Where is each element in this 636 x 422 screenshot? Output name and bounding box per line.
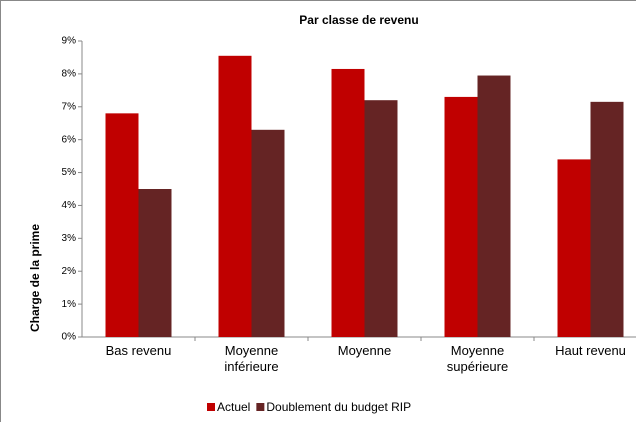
y-tick-label: 7% xyxy=(62,101,77,112)
legend-swatch xyxy=(256,403,265,411)
x-tick-label: Bas revenu xyxy=(105,343,172,358)
y-tick-label: 4% xyxy=(62,200,77,211)
x-tick-label: Moyenne inférieure xyxy=(224,343,279,374)
bar xyxy=(218,55,252,338)
bar xyxy=(557,159,591,337)
y-axis-label: Charge de la prime xyxy=(28,224,42,332)
y-tick-label: 8% xyxy=(62,69,77,80)
y-tick-label: 2% xyxy=(62,266,77,277)
bar xyxy=(444,96,478,338)
bar xyxy=(251,129,285,337)
x-tick-label: Haut revenu xyxy=(555,343,626,358)
bar xyxy=(364,100,398,337)
bar xyxy=(477,75,511,338)
y-tick-label: 9% xyxy=(62,36,77,47)
legend-swatch xyxy=(207,403,215,411)
legend-label: Actuel xyxy=(217,400,250,414)
y-tick-label: 5% xyxy=(62,167,77,178)
x-tick-label: Moyenne xyxy=(337,343,392,358)
bar xyxy=(331,68,365,337)
y-tick-label: 3% xyxy=(62,233,77,244)
legend-label: Doublement du budget RIP xyxy=(266,400,411,414)
bar xyxy=(138,189,172,337)
y-tick-label: 6% xyxy=(62,134,77,145)
y-tick-label: 0% xyxy=(62,332,77,343)
x-tick-label: Moyenne supérieure xyxy=(446,343,509,374)
y-tick-label: 1% xyxy=(62,299,77,310)
chart-subtitle: Par classe de revenu xyxy=(299,13,418,27)
bar xyxy=(105,113,139,337)
bar xyxy=(590,101,624,337)
